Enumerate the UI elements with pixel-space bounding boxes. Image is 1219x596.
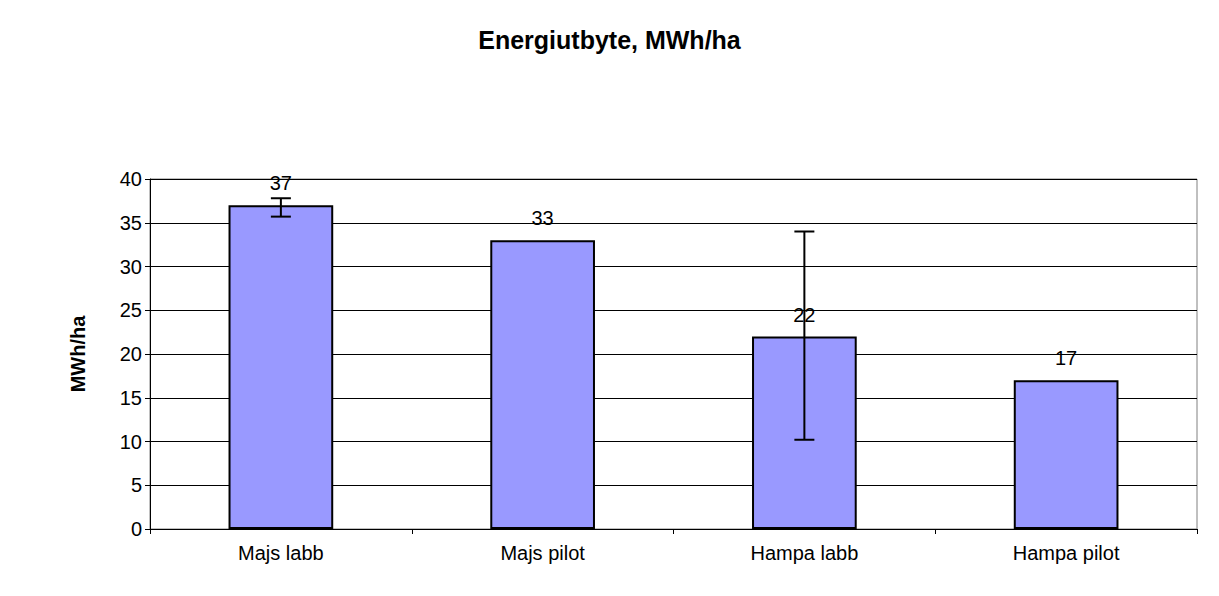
svg-text:Hampa pilot: Hampa pilot — [1013, 542, 1120, 564]
svg-text:17: 17 — [1055, 347, 1077, 369]
svg-text:Hampa labb: Hampa labb — [750, 542, 858, 564]
svg-text:10: 10 — [120, 431, 142, 453]
svg-text:33: 33 — [532, 207, 554, 229]
svg-text:37: 37 — [270, 172, 292, 194]
svg-text:40: 40 — [120, 168, 142, 190]
svg-text:MWh/ha: MWh/ha — [67, 315, 89, 393]
svg-text:20: 20 — [120, 343, 142, 365]
svg-text:35: 35 — [120, 212, 142, 234]
svg-text:15: 15 — [120, 387, 142, 409]
svg-text:0: 0 — [131, 518, 142, 540]
svg-text:Majs labb: Majs labb — [238, 542, 324, 564]
svg-text:5: 5 — [131, 474, 142, 496]
svg-text:Majs pilot: Majs pilot — [500, 542, 585, 564]
svg-text:Energiutbyte, MWh/ha: Energiutbyte, MWh/ha — [478, 26, 742, 54]
svg-text:25: 25 — [120, 299, 142, 321]
svg-text:30: 30 — [120, 256, 142, 278]
svg-text:22: 22 — [793, 303, 816, 326]
